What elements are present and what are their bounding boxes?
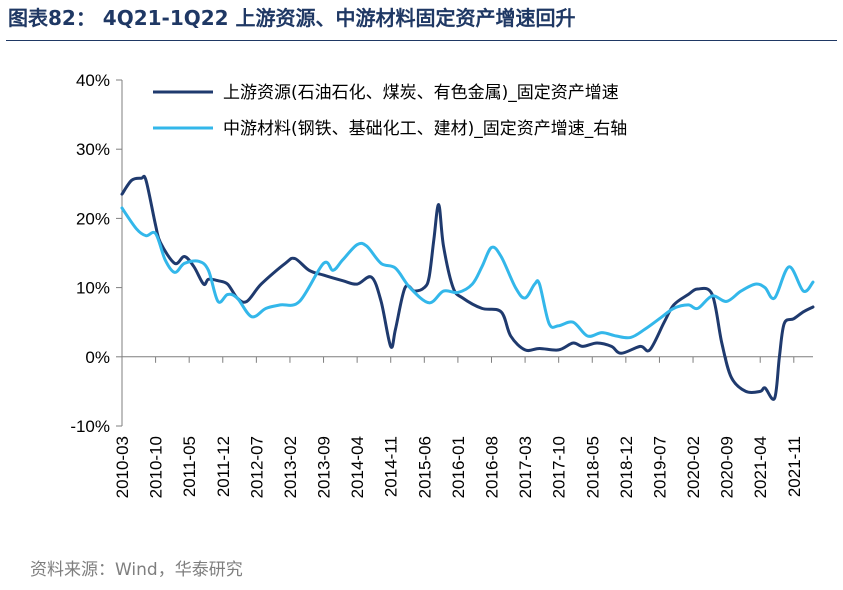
x-tick-label: 2015-06	[415, 436, 434, 498]
x-tick-label: 2011-05	[180, 436, 199, 497]
x-tick-label: 2010-03	[113, 436, 132, 498]
x-tick-label: 2014-04	[348, 436, 367, 498]
x-tick-label: 2016-08	[482, 436, 501, 498]
legend: 上游资源(石油石化、煤炭、有色金属)_固定资产增速中游材料(钢铁、基础化工、建材…	[153, 83, 627, 139]
legend-label: 上游资源(石油石化、煤炭、有色金属)_固定资产增速	[223, 83, 619, 103]
x-tick-label: 2012-07	[247, 436, 266, 498]
source-note: 资料来源：Wind，华泰研究	[30, 560, 243, 580]
x-tick-label: 2011-12	[214, 436, 233, 497]
series-layer	[120, 174, 815, 401]
x-tick-label: 2014-11	[382, 436, 401, 497]
x-tick-label: 2019-07	[650, 436, 669, 498]
x-tick-label: 2017-10	[550, 436, 569, 498]
upstream-series-line	[120, 174, 815, 401]
line-chart: 40% 30% 20% 10% 0% -10% 2010-03 2010-10 2011-05…	[70, 71, 815, 498]
x-tick-label: 2013-09	[315, 436, 334, 498]
y-tick-label: 10%	[76, 279, 110, 298]
legend-label: 中游材料(钢铁、基础化工、建材)_固定资产增速_右轴	[223, 119, 627, 139]
y-tick-label: 0%	[85, 348, 110, 367]
x-tick-label: 2021-04	[751, 436, 770, 498]
title-divider	[6, 40, 837, 41]
y-tick-label: 40%	[76, 71, 110, 90]
y-tick-label: -10%	[70, 417, 110, 436]
y-axis: 40% 30% 20% 10% 0% -10%	[70, 71, 123, 436]
x-tick-label: 2010-10	[147, 436, 166, 498]
midstream-series-line	[120, 206, 815, 340]
chart-title: 图表82： 4Q21-1Q22 上游资源、中游材料固定资产增速回升	[8, 6, 576, 30]
x-tick-label: 2020-02	[684, 436, 703, 498]
y-tick-label: 20%	[76, 209, 110, 228]
x-tick-label: 2013-02	[281, 436, 300, 498]
x-tick-label: 2018-05	[583, 436, 602, 498]
x-tick-label: 2021-11	[785, 436, 804, 497]
x-tick-label: 2018-12	[617, 436, 636, 498]
y-tick-label: 30%	[76, 140, 110, 159]
x-tick-label: 2020-09	[718, 436, 737, 498]
x-tick-label: 2017-03	[516, 436, 535, 498]
x-axis: 2010-03 2010-10 2011-05 2011-12 2012-07 2013-…	[113, 356, 813, 498]
x-tick-label: 2016-01	[449, 436, 468, 498]
